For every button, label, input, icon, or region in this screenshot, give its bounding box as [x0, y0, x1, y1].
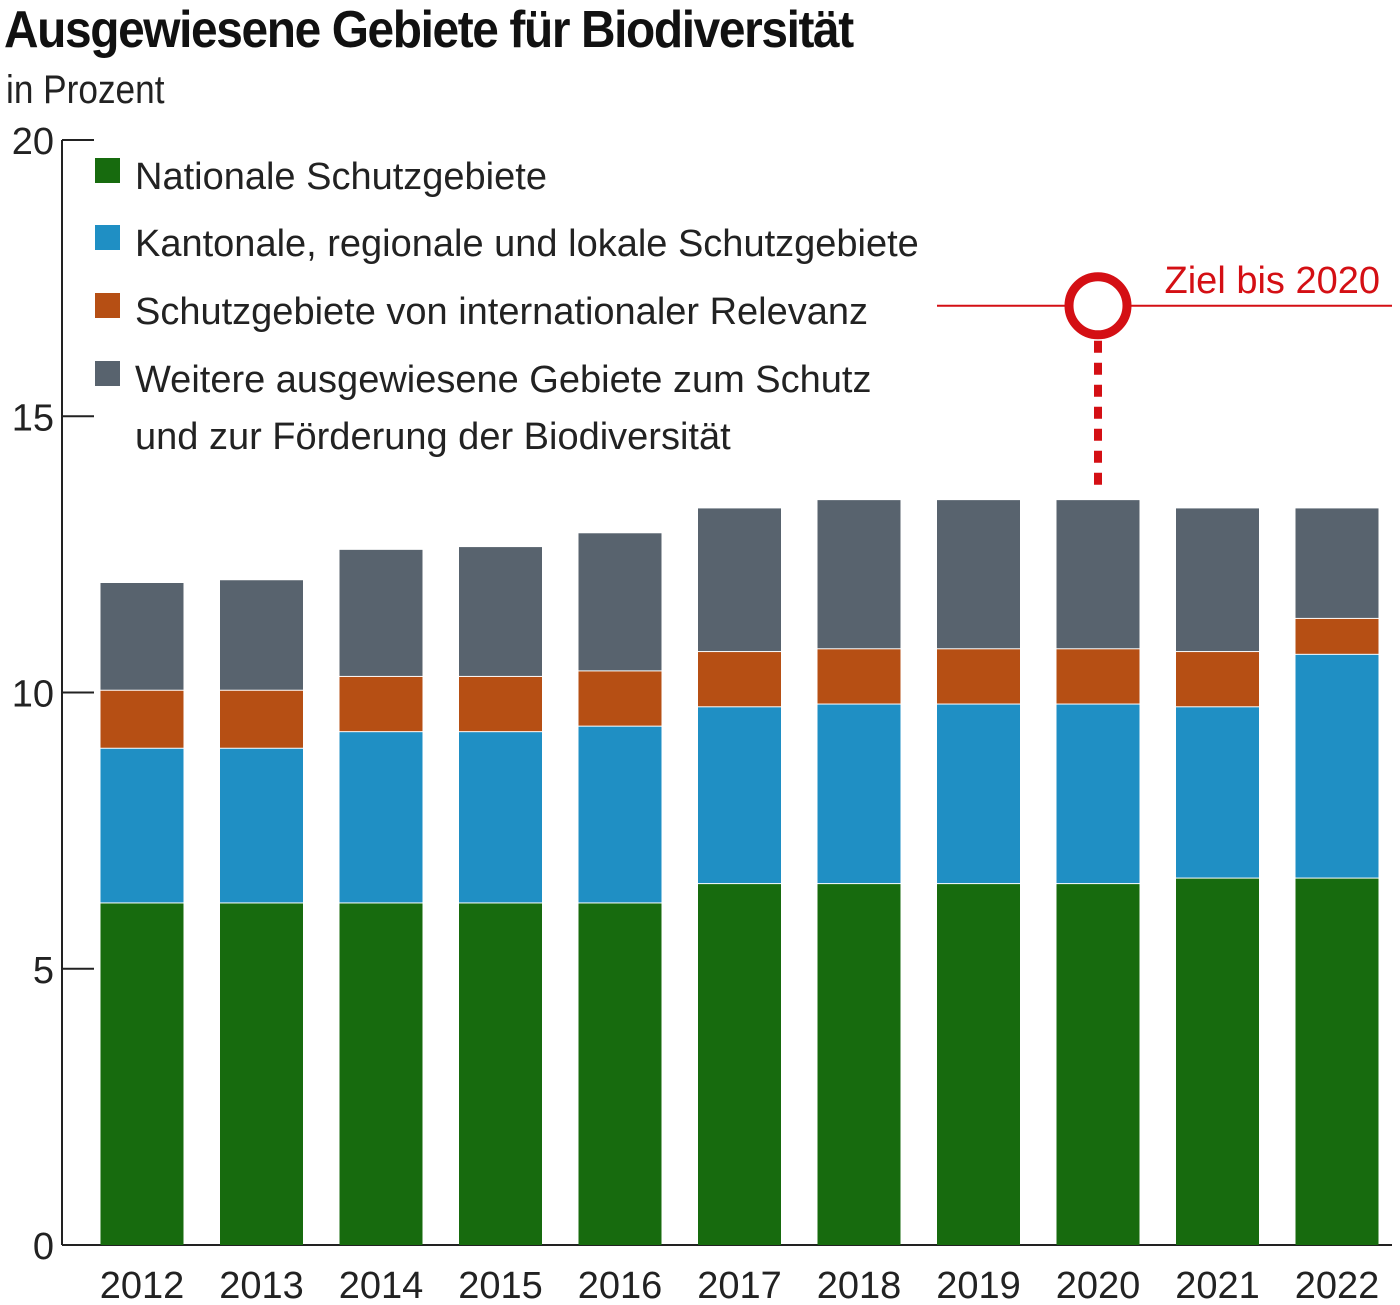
y-tick-label: 0 [33, 1226, 54, 1268]
bar-segment-2022-series-1 [1295, 654, 1379, 878]
bar-segment-2014-series-2 [339, 676, 423, 732]
legend-label: Kantonale, regionale und lokale Schutzge… [135, 223, 919, 265]
bar-segment-2020-series-1 [1056, 704, 1140, 884]
bar-segment-2020-series-2 [1056, 649, 1140, 704]
x-tick-label: 2014 [339, 1265, 424, 1305]
bar-segment-2017-series-2 [698, 652, 781, 707]
bar-segment-2018-series-2 [817, 649, 901, 704]
bar-segment-2022-series-2 [1295, 618, 1379, 654]
legend-swatch [95, 293, 120, 318]
legend-swatch [95, 158, 120, 183]
bar-segment-2017-series-1 [698, 707, 781, 884]
legend-label: und zur Förderung der Biodiversität [135, 416, 731, 458]
bar-segment-2018-series-3 [817, 500, 901, 649]
bar-segment-2012-series-1 [100, 748, 184, 903]
bar-segment-2019-series-0 [937, 884, 1020, 1245]
bar-segment-2019-series-3 [937, 500, 1020, 649]
x-tick-label: 2016 [578, 1265, 663, 1305]
x-tick-label: 2019 [936, 1265, 1021, 1305]
bar-segment-2016-series-2 [578, 671, 662, 726]
bar-segment-2016-series-3 [578, 533, 662, 671]
legend-label: Nationale Schutzgebiete [135, 156, 547, 198]
bar-segment-2019-series-2 [937, 649, 1020, 704]
bar-segment-2013-series-1 [220, 748, 303, 903]
bar-segment-2017-series-0 [698, 884, 781, 1245]
chart-title: Ausgewiesene Gebiete für Biodiversität [4, 1, 854, 59]
bar-segment-2020-series-3 [1056, 500, 1140, 649]
legend-label: Weitere ausgewiesene Gebiete zum Schutz [135, 359, 871, 401]
bar-segment-2018-series-1 [817, 704, 901, 884]
x-tick-label: 2020 [1056, 1265, 1141, 1305]
bar-segment-2017-series-3 [698, 508, 781, 652]
x-tick-label: 2012 [100, 1265, 185, 1305]
bar-segment-2014-series-0 [339, 903, 423, 1245]
bar-segment-2013-series-0 [220, 903, 303, 1245]
x-tick-label: 2015 [458, 1265, 543, 1305]
y-tick-label: 15 [12, 397, 54, 439]
bar-segment-2012-series-3 [100, 583, 184, 690]
bar-segment-2012-series-0 [100, 903, 184, 1245]
bar-segment-2015-series-2 [459, 676, 542, 732]
bar-segment-2014-series-3 [339, 549, 423, 676]
bar-segment-2016-series-1 [578, 726, 662, 903]
target-label: Ziel bis 2020 [1165, 260, 1380, 302]
x-tick-label: 2013 [219, 1265, 304, 1305]
bar-segment-2015-series-0 [459, 903, 542, 1245]
bar-segment-2015-series-3 [459, 547, 542, 676]
bar-segment-2016-series-0 [578, 903, 662, 1245]
target-marker [1064, 272, 1132, 340]
y-tick-label: 10 [12, 674, 54, 716]
bar-segment-2019-series-1 [937, 704, 1020, 884]
x-tick-label: 2021 [1175, 1265, 1260, 1305]
legend-swatch [95, 361, 120, 386]
bar-segment-2018-series-0 [817, 884, 901, 1245]
bar-segment-2014-series-1 [339, 732, 423, 903]
bar-segment-2013-series-3 [220, 580, 303, 690]
bar-segment-2020-series-0 [1056, 884, 1140, 1245]
x-tick-label: 2022 [1295, 1265, 1380, 1305]
x-tick-label: 2018 [817, 1265, 902, 1305]
bar-segment-2022-series-0 [1295, 878, 1379, 1245]
legend-swatch [95, 225, 120, 250]
bar-segment-2021-series-0 [1176, 878, 1259, 1245]
bar-segment-2021-series-3 [1176, 508, 1259, 652]
legend-label: Schutzgebiete von internationaler Releva… [135, 291, 868, 333]
bar-segment-2012-series-2 [100, 690, 184, 748]
bar-segment-2015-series-1 [459, 732, 542, 903]
bar-segment-2021-series-2 [1176, 652, 1259, 707]
y-tick-label: 20 [12, 121, 54, 163]
x-tick-label: 2017 [697, 1265, 782, 1305]
bar-segment-2013-series-2 [220, 690, 303, 748]
bar-segment-2021-series-1 [1176, 707, 1259, 878]
y-tick-label: 5 [33, 950, 54, 992]
chart-subtitle: in Prozent [6, 68, 165, 112]
bar-segment-2022-series-3 [1295, 508, 1379, 618]
